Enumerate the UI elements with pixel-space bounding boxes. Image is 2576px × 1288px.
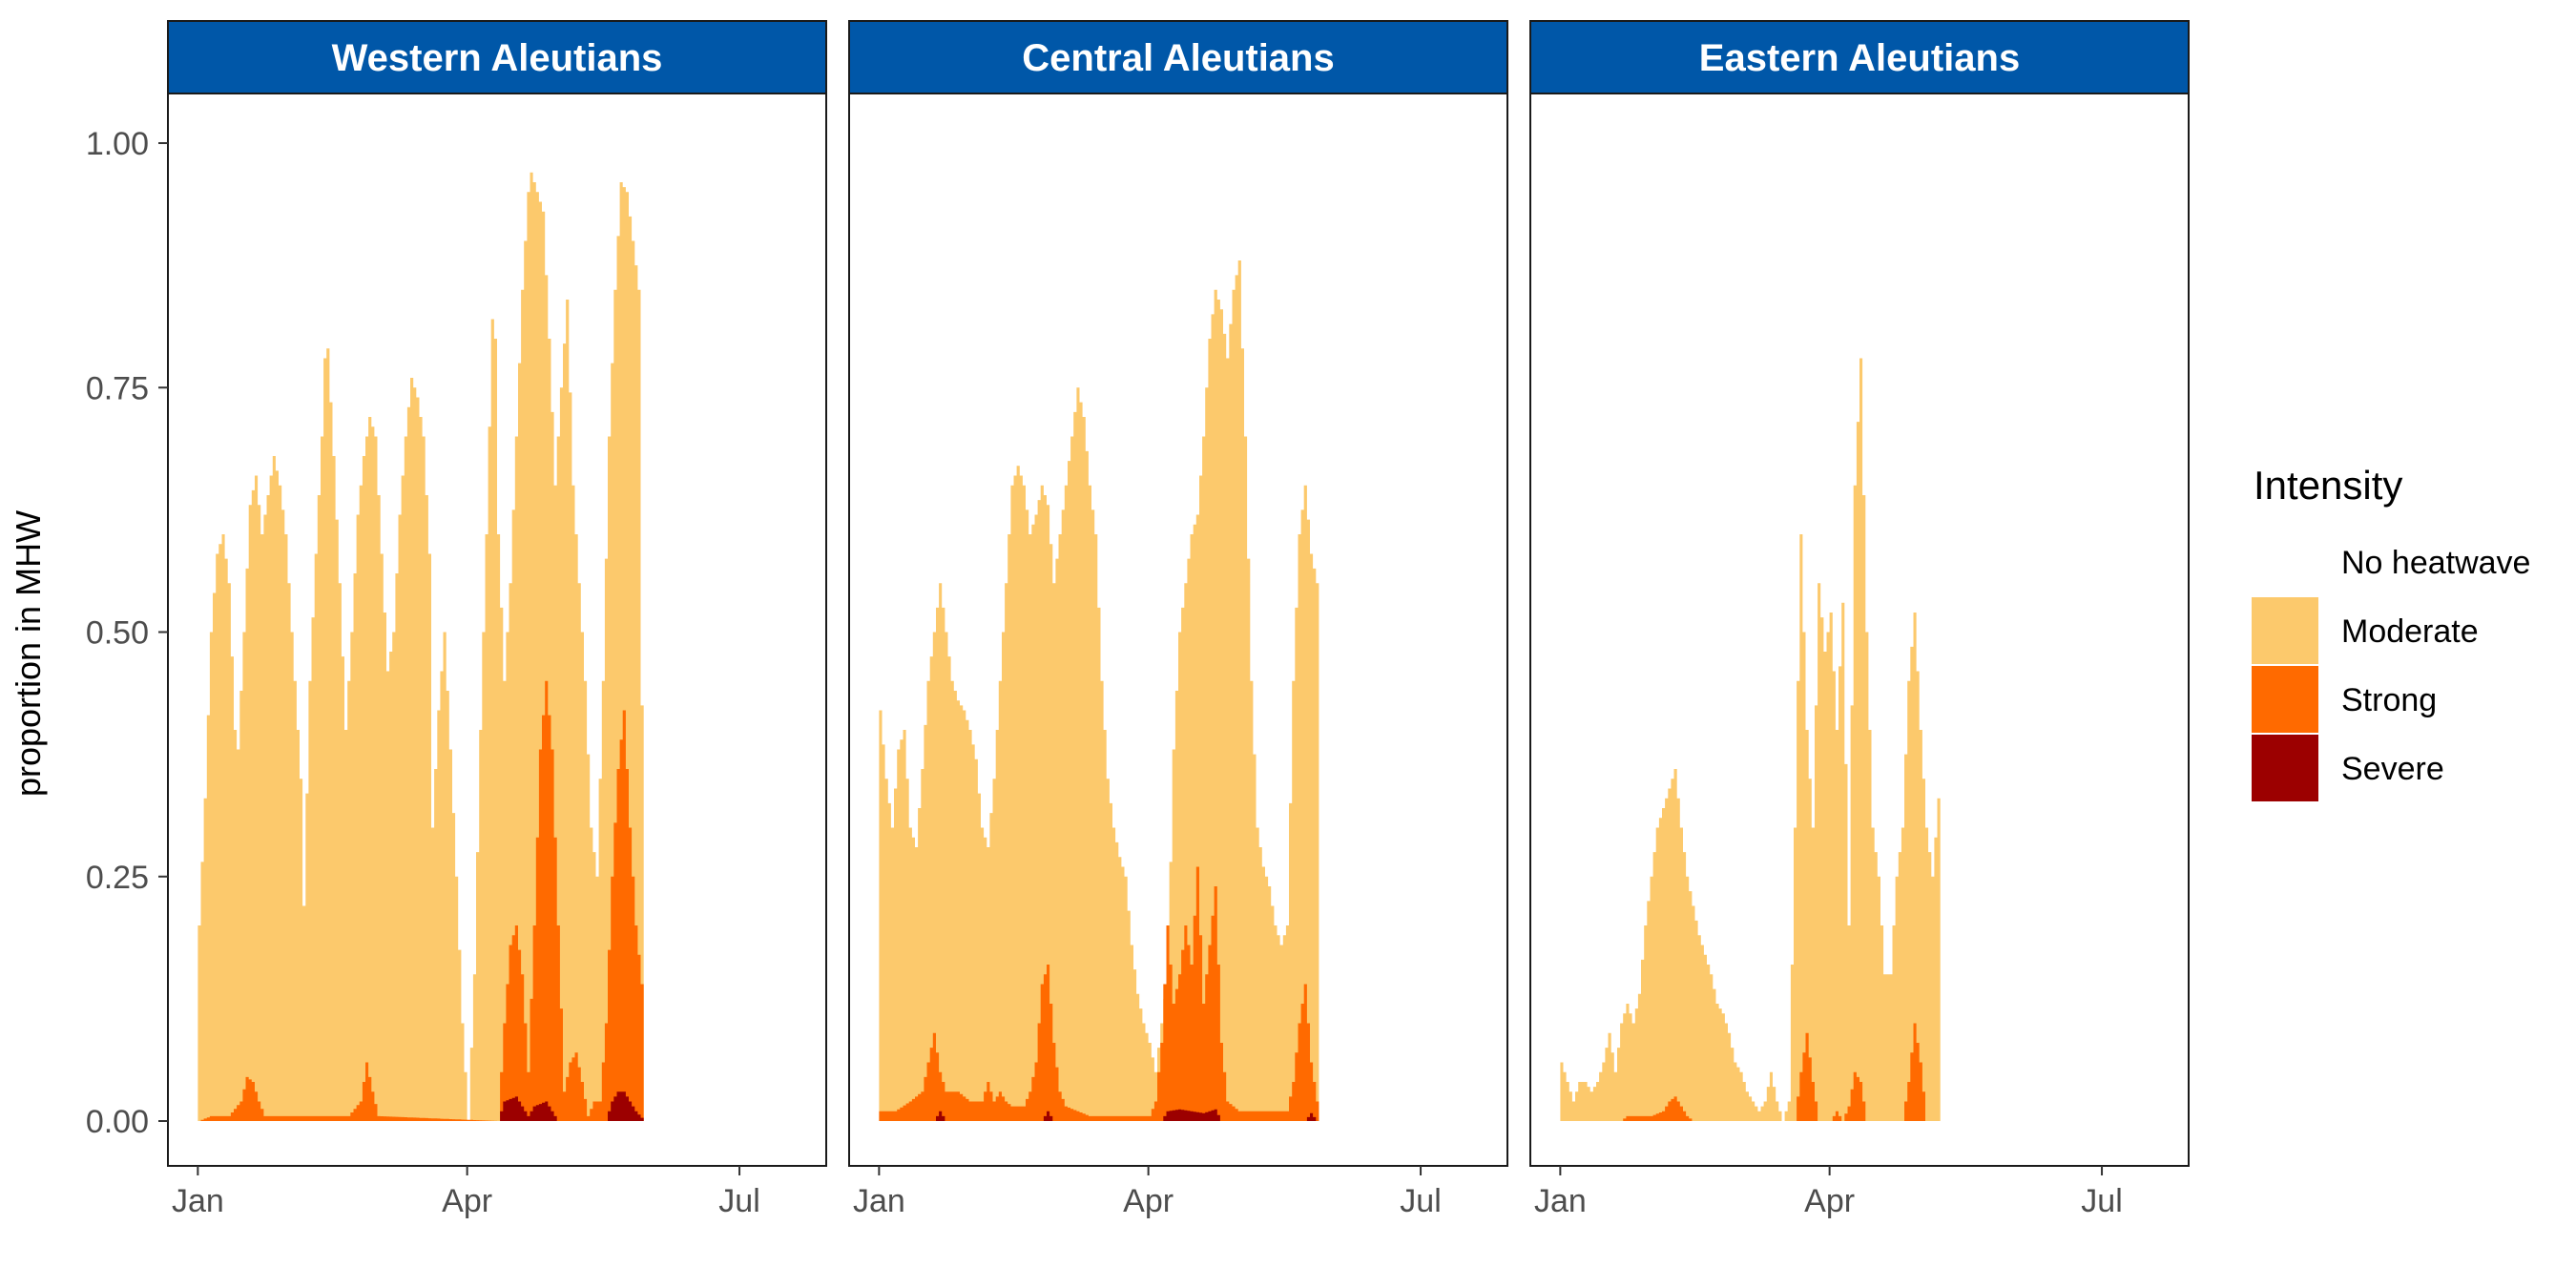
y-axis-title: proportion in MHW xyxy=(9,510,48,797)
strong-area xyxy=(1560,1023,1943,1121)
legend-label: Strong xyxy=(2341,682,2437,718)
x-tick-label: Apr xyxy=(1804,1183,1855,1219)
strong-area xyxy=(879,866,1322,1121)
panel-border xyxy=(167,93,827,1167)
x-tick-label: Apr xyxy=(1123,1183,1174,1219)
x-tick-label: Jul xyxy=(718,1183,759,1219)
facet-panel: Western Aleutians Jan Apr Jul xyxy=(167,20,827,1219)
legend-label: Moderate xyxy=(2341,613,2479,650)
legend-key xyxy=(2252,666,2318,733)
legend-title: Intensity xyxy=(2254,463,2402,508)
x-tick-label: Jan xyxy=(172,1183,224,1219)
y-tick-label: 0.25 xyxy=(86,860,149,896)
legend-entries: No heatwave Moderate Strong Severe xyxy=(2252,529,2530,801)
severe-area xyxy=(879,1109,1322,1121)
facet-panel: Central Aleutians Jan Apr Jul xyxy=(848,20,1508,1219)
moderate-area xyxy=(879,260,1322,1121)
facet-title: Central Aleutians xyxy=(1022,37,1334,79)
x-tick-label: Jan xyxy=(853,1183,905,1219)
x-tick-label: Jul xyxy=(2081,1183,2122,1219)
legend: Intensity No heatwave Moderate Strong Sever… xyxy=(2252,463,2530,801)
legend-key xyxy=(2252,529,2318,595)
facet-panel: Eastern Aleutians Jan Apr Jul xyxy=(1529,20,2190,1219)
moderate-area xyxy=(1560,358,1943,1121)
x-tick-label: Apr xyxy=(442,1183,492,1219)
legend-key xyxy=(2252,597,2318,664)
y-tick-label: 0.50 xyxy=(86,615,149,652)
severe-area xyxy=(197,1091,647,1121)
facet-strip xyxy=(1529,20,2190,94)
y-tick-label: 0.00 xyxy=(86,1104,149,1140)
y-axis: 0.00 0.25 0.50 0.75 1.00 xyxy=(86,126,168,1140)
x-tick-label: Jan xyxy=(1534,1183,1587,1219)
facet-title: Western Aleutians xyxy=(332,37,663,79)
moderate-area xyxy=(197,172,647,1122)
legend-label: Severe xyxy=(2341,751,2444,787)
y-tick-label: 0.75 xyxy=(86,370,149,406)
strong-area xyxy=(197,680,647,1121)
panel-border xyxy=(1529,93,2190,1167)
facet-title: Eastern Aleutians xyxy=(1699,37,2020,79)
facet-strip xyxy=(848,20,1508,94)
y-tick-label: 1.00 xyxy=(86,126,149,162)
legend-label: No heatwave xyxy=(2341,545,2530,581)
facet-strip xyxy=(167,20,827,94)
panel-border xyxy=(848,93,1508,1167)
legend-key xyxy=(2252,735,2318,801)
x-tick-label: Jul xyxy=(1400,1183,1441,1219)
